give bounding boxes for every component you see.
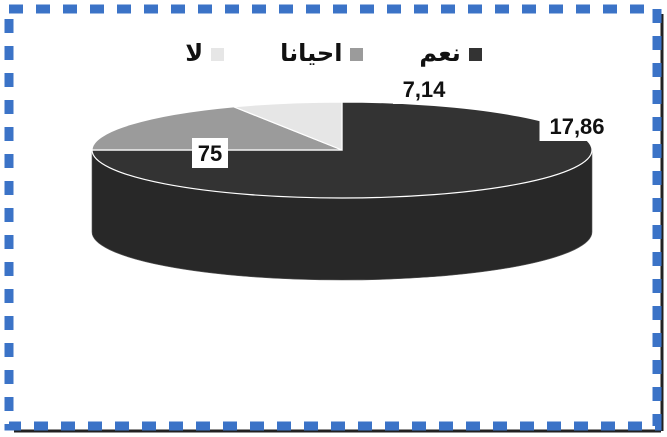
pie-slice-2 <box>233 101 343 151</box>
legend-swatch-sometimes <box>350 47 364 61</box>
data-label-2: 7,14 <box>403 77 447 102</box>
legend-item-sometimes: احيانا <box>280 40 364 67</box>
legend-label-sometimes: احيانا <box>280 40 343 67</box>
data-label-box-1 <box>539 111 615 141</box>
legend-item-yes: نعم <box>419 40 482 67</box>
data-label-box-2 <box>393 74 455 104</box>
legend-item-no: لا <box>185 40 225 67</box>
pie-slice-1 <box>91 106 343 151</box>
legend-label-no: لا <box>185 40 204 67</box>
data-label-0: 75 <box>198 141 222 166</box>
data-label-1: 17,86 <box>549 114 604 139</box>
legend-swatch-yes <box>468 47 482 61</box>
legend-swatch-no <box>211 47 225 61</box>
data-label-box-0 <box>192 138 228 168</box>
chart-legend: نعم احيانا لا <box>0 36 667 72</box>
legend-label-yes: نعم <box>419 40 461 67</box>
dashed-border <box>4 4 662 431</box>
